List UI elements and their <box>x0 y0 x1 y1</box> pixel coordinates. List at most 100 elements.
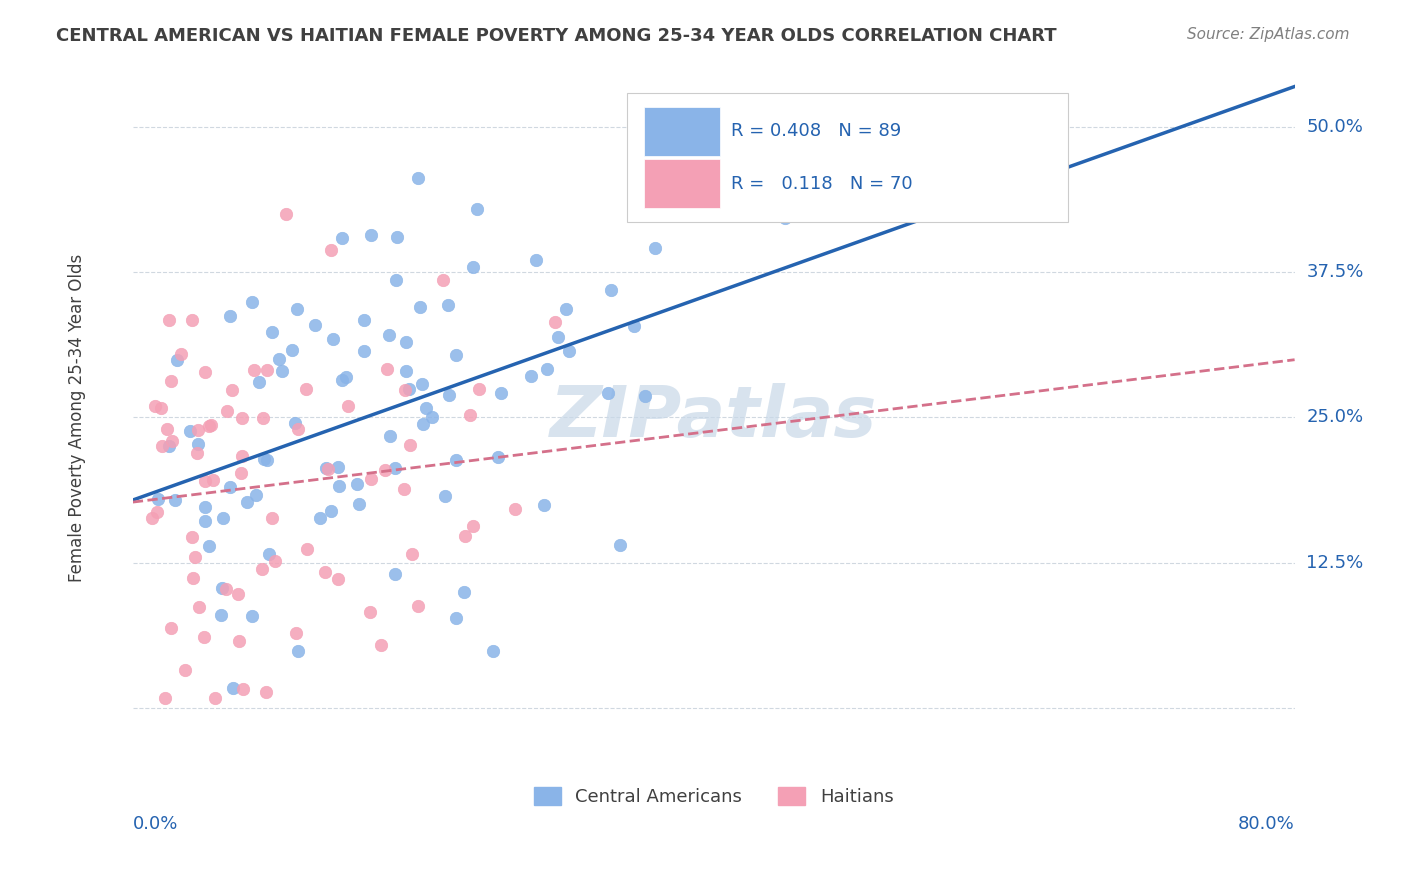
Point <box>623 318 645 333</box>
Point <box>411 376 433 391</box>
Point <box>222 681 245 696</box>
Point <box>254 684 277 698</box>
Point <box>384 566 406 581</box>
Point <box>420 409 443 424</box>
Point <box>150 401 173 416</box>
Point <box>398 382 420 396</box>
Point <box>395 334 418 349</box>
Point <box>360 227 382 242</box>
Point <box>773 211 796 225</box>
Point <box>202 473 225 487</box>
Point <box>231 467 253 481</box>
Point <box>384 461 406 475</box>
Point <box>187 437 209 451</box>
Point <box>200 417 222 432</box>
Point <box>156 422 179 436</box>
Point <box>436 298 458 312</box>
Point <box>181 571 204 585</box>
Point <box>434 489 457 503</box>
Point <box>153 690 176 705</box>
Point <box>281 343 304 357</box>
Point <box>211 581 233 595</box>
FancyBboxPatch shape <box>627 93 1069 222</box>
FancyBboxPatch shape <box>644 107 720 156</box>
Point <box>482 644 505 658</box>
Point <box>260 511 283 525</box>
Point <box>194 500 217 515</box>
Point <box>252 411 274 425</box>
Point <box>143 399 166 413</box>
Point <box>231 449 253 463</box>
Point <box>194 475 217 489</box>
Text: 80.0%: 80.0% <box>1237 815 1295 833</box>
Point <box>353 313 375 327</box>
Point <box>257 547 280 561</box>
Text: 0.0%: 0.0% <box>132 815 179 833</box>
Point <box>486 450 509 464</box>
Point <box>378 327 401 342</box>
Point <box>295 382 318 396</box>
Point <box>346 476 368 491</box>
Point <box>359 605 381 619</box>
Point <box>392 482 415 496</box>
Point <box>444 452 467 467</box>
Point <box>198 418 221 433</box>
Point <box>253 452 276 467</box>
Point <box>304 318 326 332</box>
Point <box>505 502 527 516</box>
Point <box>370 638 392 652</box>
Point <box>330 231 353 245</box>
Point <box>378 428 401 442</box>
Point <box>328 479 350 493</box>
Point <box>321 504 343 518</box>
Text: Source: ZipAtlas.com: Source: ZipAtlas.com <box>1187 27 1350 42</box>
Point <box>204 691 226 706</box>
Text: R = 0.408   N = 89: R = 0.408 N = 89 <box>731 122 901 140</box>
Point <box>558 343 581 358</box>
Point <box>228 587 250 601</box>
Point <box>321 243 343 257</box>
Point <box>437 387 460 401</box>
Point <box>444 348 467 362</box>
Point <box>287 644 309 658</box>
Point <box>326 572 349 586</box>
Point <box>461 260 484 274</box>
Point <box>644 241 666 255</box>
Point <box>271 364 294 378</box>
Point <box>250 561 273 575</box>
Point <box>315 460 337 475</box>
Point <box>285 301 308 316</box>
FancyBboxPatch shape <box>644 160 720 208</box>
Point <box>157 439 180 453</box>
Point <box>347 498 370 512</box>
Point <box>215 403 238 417</box>
Point <box>160 621 183 635</box>
Point <box>256 453 278 467</box>
Point <box>242 609 264 624</box>
Point <box>596 386 619 401</box>
Point <box>141 510 163 524</box>
Legend: Central Americans, Haitians: Central Americans, Haitians <box>527 780 901 814</box>
Point <box>215 582 238 596</box>
Point <box>458 408 481 422</box>
Point <box>180 313 202 327</box>
Point <box>600 283 623 297</box>
Point <box>245 487 267 501</box>
Point <box>209 608 232 623</box>
Point <box>181 530 204 544</box>
Point <box>284 626 307 640</box>
Point <box>432 273 454 287</box>
Point <box>465 202 488 216</box>
Point <box>287 422 309 436</box>
Point <box>212 510 235 524</box>
Point <box>468 382 491 396</box>
Point <box>335 370 357 384</box>
Point <box>394 383 416 397</box>
Point <box>536 362 558 376</box>
Point <box>385 230 408 244</box>
Point <box>179 424 201 438</box>
Text: Female Poverty Among 25-34 Year Olds: Female Poverty Among 25-34 Year Olds <box>69 253 86 582</box>
Point <box>150 439 173 453</box>
Text: R =   0.118   N = 70: R = 0.118 N = 70 <box>731 175 912 193</box>
Point <box>969 163 991 178</box>
